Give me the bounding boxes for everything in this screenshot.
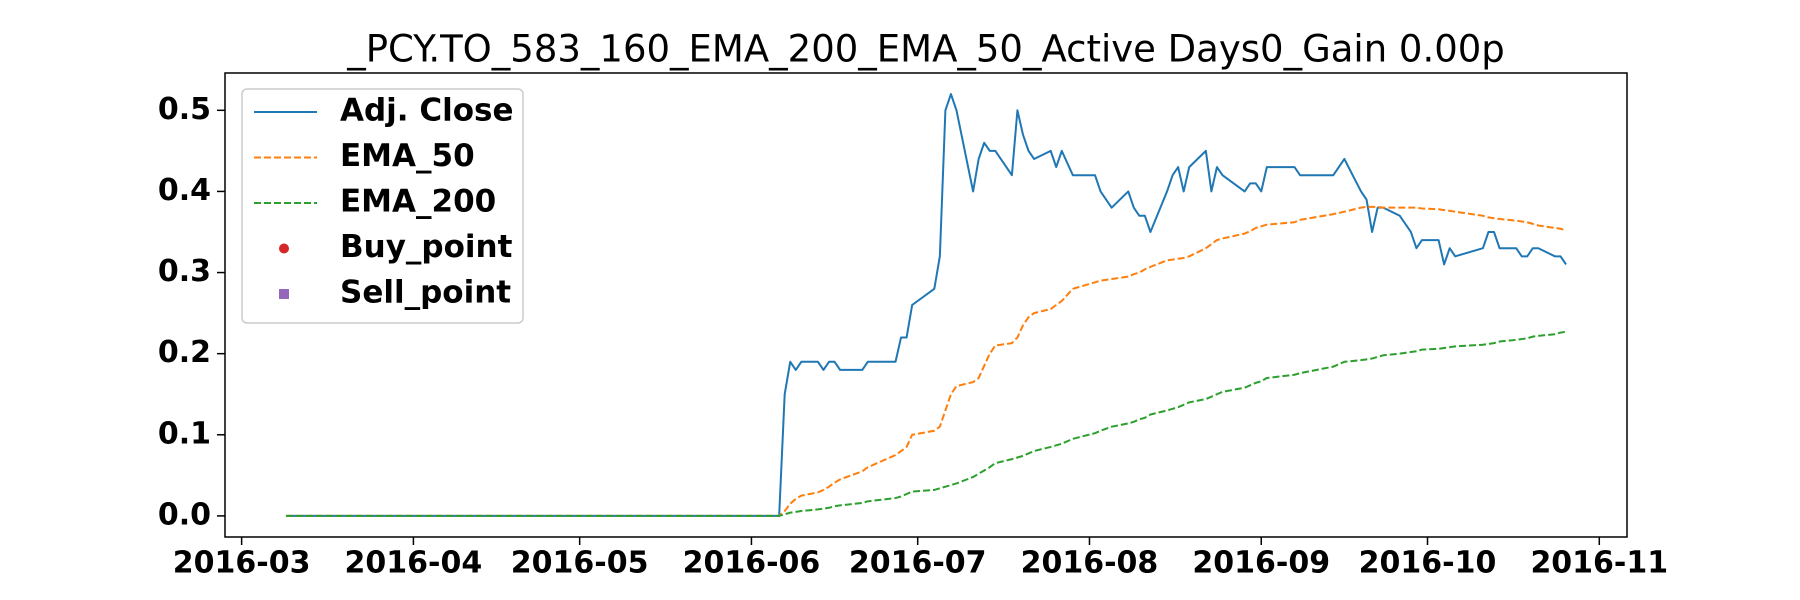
y-tick-label: 0.2 xyxy=(158,335,211,370)
legend-label: Buy_point xyxy=(340,229,513,265)
x-tick-label: 2016-11 xyxy=(1530,546,1668,581)
y-tick-label: 0.3 xyxy=(158,254,211,289)
x-tick-label: 2016-06 xyxy=(683,546,821,581)
plot-frame xyxy=(224,72,1628,538)
legend-swatch xyxy=(279,289,289,299)
legend-swatch xyxy=(279,243,289,254)
legend-label: EMA_50 xyxy=(340,138,475,174)
x-tick-label: 2016-05 xyxy=(511,546,649,581)
legend-label: Adj. Close xyxy=(340,93,514,129)
legend-box xyxy=(241,88,524,324)
x-tick-label: 2016-09 xyxy=(1192,546,1330,581)
x-tick-label: 2016-10 xyxy=(1359,546,1497,581)
legend-label: Sell_point xyxy=(340,275,511,311)
y-tick-label: 0.0 xyxy=(158,497,211,532)
x-tick-label: 2016-07 xyxy=(849,546,987,581)
x-tick-label: 2016-04 xyxy=(345,546,483,581)
legend-label: EMA_200 xyxy=(340,184,496,220)
series-line xyxy=(285,93,1567,517)
y-tick-label: 0.4 xyxy=(158,173,211,208)
x-tick-label: 2016-08 xyxy=(1021,546,1159,581)
series-line xyxy=(285,330,1567,517)
x-tick-label: 2016-03 xyxy=(173,546,311,581)
series-line xyxy=(285,205,1567,517)
y-tick-label: 0.5 xyxy=(158,92,211,127)
chart-title: _PCY.TO_583_160_EMA_200_EMA_50_Active Da… xyxy=(346,28,1505,71)
y-tick-label: 0.1 xyxy=(158,416,211,451)
